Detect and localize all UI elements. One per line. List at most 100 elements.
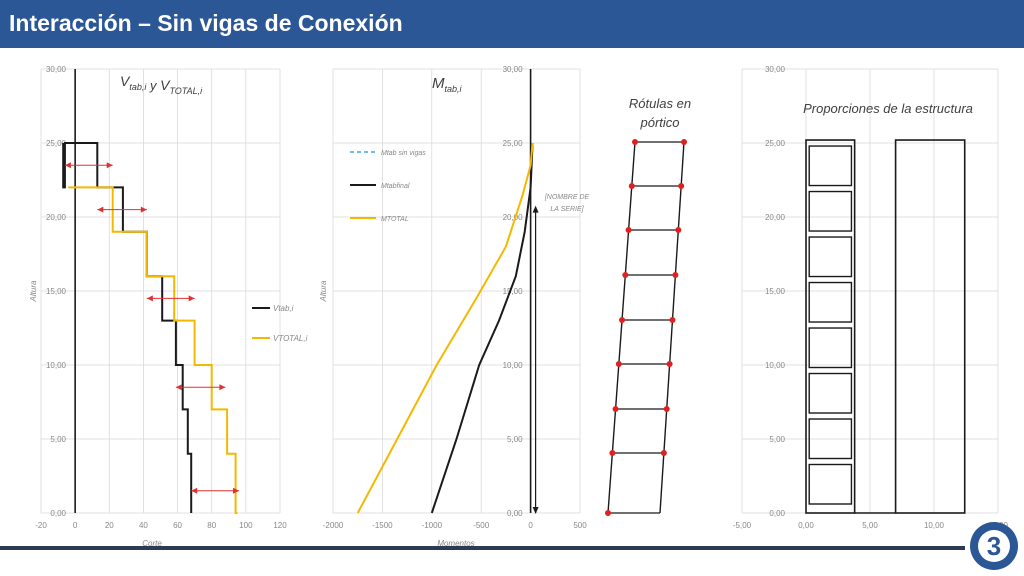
moment-ylabel: Altura: [319, 280, 328, 302]
shear-ytick: 25,00: [46, 139, 67, 148]
moment-xtick: 500: [573, 521, 587, 530]
hinge-title-line2: pórtico: [639, 115, 679, 130]
prop-xtick: 0,00: [798, 521, 814, 530]
shear-arrow-1-head-right: [140, 206, 147, 213]
hinge-point: [663, 406, 670, 412]
moment-xtick: -1500: [372, 521, 393, 530]
company-logo-icon: 3: [970, 522, 1018, 570]
shear-ytick: 15,00: [46, 287, 67, 296]
shear-xtick: 20: [105, 521, 114, 530]
prop-ytick: 20,00: [765, 213, 786, 222]
hinge-point: [622, 272, 629, 278]
shear-series-1: [68, 186, 238, 514]
moment-xtick: -500: [473, 521, 490, 530]
hinge-point: [660, 450, 667, 456]
hinge-point: [605, 510, 611, 516]
hinge-point: [612, 406, 619, 412]
shear-arrow-1-head-left: [97, 206, 104, 213]
moment-ytick: 20,00: [503, 213, 524, 222]
moment-annotation-line1: [NOMBRE DE: [544, 194, 590, 201]
shear-ytick: 20,00: [46, 213, 67, 222]
moment-title: Mtab,i: [432, 75, 463, 94]
moment-series-1: [430, 142, 534, 514]
shear-ytick: 10,00: [46, 361, 67, 370]
prop-block-0: [805, 139, 856, 514]
moment-legend-label-2: MTOTAL: [381, 216, 409, 223]
shear-ytick: 30,00: [46, 65, 67, 74]
prop-ytick: 25,00: [765, 139, 786, 148]
prop-xtick: -5,00: [733, 521, 752, 530]
prop-floor-cell: [808, 372, 853, 414]
shear-arrow-4-head-left: [191, 487, 198, 494]
shear-xtick: 100: [239, 521, 253, 530]
moment-ytick: 5,00: [507, 435, 523, 444]
moment-ytick: 25,00: [503, 139, 524, 148]
prop-floor-cell: [808, 327, 853, 369]
prop-ytick: 10,00: [765, 361, 786, 370]
shear-ytick: 0,00: [50, 509, 66, 518]
prop-ytick: 15,00: [765, 287, 786, 296]
shear-ytick: 5,00: [50, 435, 66, 444]
hinge-point: [666, 361, 673, 367]
shear-legend-label-0: Vtab,i: [273, 304, 294, 313]
logo-text: 3: [987, 531, 1001, 561]
shear-arrow-0-head-left: [64, 162, 71, 169]
shear-arrow-2-head-right: [188, 295, 195, 302]
frame-left-column: [607, 141, 636, 514]
moment-ytick: 15,00: [503, 287, 524, 296]
shear-xlabel: Corte: [142, 539, 162, 548]
prop-floor-cell: [808, 190, 853, 232]
slide-title: Interacción – Sin vigas de Conexión: [9, 10, 403, 36]
shear-xtick: 60: [173, 521, 182, 530]
shear-xtick: -20: [35, 521, 47, 530]
prop-title: Proporciones de la estructura: [803, 101, 973, 116]
hinge-point: [675, 227, 682, 233]
moment-xtick: 0: [528, 521, 533, 530]
prop-ytick: 30,00: [765, 65, 786, 74]
moment-annotation-line2: LA SERIE]: [550, 206, 584, 213]
hinge-point: [619, 317, 626, 323]
hinge-point: [615, 361, 622, 367]
hinge-point: [632, 139, 638, 145]
prop-floor-cell: [808, 145, 853, 187]
frame-right-column: [659, 141, 685, 514]
prop-floor-cell: [808, 463, 853, 505]
moment-legend-label-0: Mtab sin vigas: [381, 150, 426, 157]
prop-floor-cell: [808, 281, 853, 323]
shear-arrow-4-head-right: [233, 487, 240, 494]
hinge-point: [681, 139, 687, 145]
shear-xtick: 40: [139, 521, 148, 530]
hinge-point: [672, 272, 679, 278]
shear-xtick: 80: [207, 521, 216, 530]
shear-xtick: 120: [273, 521, 287, 530]
prop-floor-cell: [808, 236, 853, 278]
shear-ylabel: Altura: [29, 280, 38, 302]
moment-legend-label-1: Mtabfinal: [381, 183, 410, 190]
hinge-point: [609, 450, 616, 456]
moment-annotation-head-bottom: [532, 507, 539, 514]
moment-xtick: -1000: [422, 521, 443, 530]
moment-ytick: 10,00: [503, 361, 524, 370]
shear-arrow-2-head-left: [146, 295, 153, 302]
hinge-point: [678, 183, 685, 189]
prop-xtick: 10,00: [924, 521, 945, 530]
shear-arrow-3-head-right: [219, 384, 226, 391]
hinge-point: [669, 317, 676, 323]
hinge-title-line1: Rótulas en: [629, 96, 691, 111]
title-bar: Interacción – Sin vigas de Conexión: [0, 0, 1024, 48]
hinge-point: [625, 227, 632, 233]
moment-annotation-head-top: [532, 205, 539, 213]
shear-series-0: [62, 142, 193, 513]
shear-legend-label-1: VTOTAL,i: [273, 334, 308, 343]
moment-ytick: 30,00: [503, 65, 524, 74]
hinge-point: [628, 183, 635, 189]
prop-xtick: 5,00: [862, 521, 878, 530]
moment-series-2: [356, 142, 534, 514]
shear-xtick: 0: [73, 521, 78, 530]
moment-xtick: -2000: [323, 521, 344, 530]
shear-arrow-3-head-left: [175, 384, 182, 391]
prop-block-1: [894, 139, 966, 514]
shear-title: Vtab,i y VTOTAL,i: [120, 73, 203, 96]
prop-ytick: 5,00: [769, 435, 785, 444]
